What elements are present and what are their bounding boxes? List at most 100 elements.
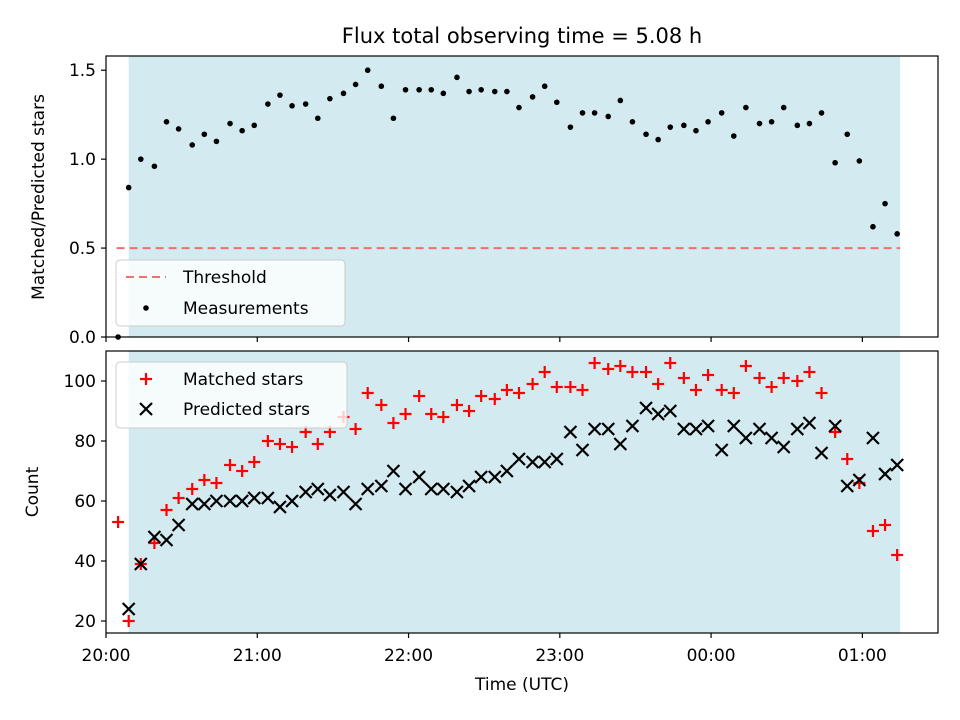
legend-predicted-label: Predicted stars — [183, 400, 310, 420]
predicted-stars-point — [450, 485, 464, 499]
predicted-stars-point — [247, 491, 262, 505]
predicted-stars-point — [790, 422, 805, 436]
matched-stars-point — [866, 525, 879, 537]
predicted-stars-point — [474, 470, 488, 484]
measurement-point — [870, 223, 876, 230]
measurement-point — [655, 136, 661, 143]
measurement-point — [314, 115, 321, 122]
matched-stars-point — [450, 399, 463, 411]
measurement-point — [856, 158, 863, 164]
predicted-stars-point — [436, 482, 451, 496]
matched-stars-point — [186, 483, 199, 495]
matched-stars-point — [475, 390, 488, 402]
matched-stars-point — [349, 423, 362, 435]
predicted-stars-point — [663, 404, 678, 418]
measurement-point — [227, 120, 233, 127]
matched-stars-point — [588, 357, 601, 369]
predicted-stars-point — [159, 533, 174, 547]
predicted-stars-point — [185, 497, 200, 511]
measurement-point — [629, 119, 636, 125]
matched-stars-point — [160, 504, 173, 516]
predicted-stars-point — [412, 470, 426, 484]
legend-matched-swatch — [140, 373, 152, 385]
matched-stars-point — [236, 465, 249, 477]
count-legend: Matched stars Predicted stars — [115, 361, 348, 429]
x-tick-label: 21:00 — [233, 646, 282, 666]
matched-stars-point — [879, 519, 892, 531]
count-y-axis-label: Count — [23, 466, 43, 517]
matched-stars-point — [689, 384, 702, 396]
measurement-point — [239, 127, 245, 134]
measurement-point — [806, 120, 813, 127]
predicted-stars-point — [512, 452, 526, 466]
measurement-point — [882, 200, 888, 207]
predicted-stars-point — [147, 530, 162, 544]
measurement-point — [605, 113, 612, 120]
count-y-tick-label: 80 — [74, 432, 96, 452]
measurement-point — [681, 122, 687, 129]
predicted-stars-point — [677, 422, 691, 436]
predicted-stars-point — [398, 482, 413, 496]
measurement-point — [743, 104, 749, 111]
x-tick-label: 22:00 — [384, 646, 433, 666]
matched-stars-point — [652, 378, 665, 390]
measurement-point — [579, 110, 586, 116]
count-axes-frame — [105, 350, 939, 634]
predicted-stars-point — [360, 482, 375, 496]
measurement-point — [151, 163, 158, 170]
measurement-point — [364, 67, 371, 74]
measurement-point — [277, 92, 283, 98]
ratio-legend: Threshold Measurements — [115, 259, 346, 327]
measurement-point — [428, 86, 435, 93]
measurement-point — [125, 184, 132, 191]
x-axis-label: Time (UTC) — [474, 675, 569, 695]
measurement-point — [818, 110, 825, 116]
measurement-point — [478, 86, 484, 93]
matched-stars-point — [172, 492, 185, 504]
matched-stars-point — [815, 387, 828, 399]
matched-stars-point — [765, 381, 778, 393]
measurement-point — [844, 131, 851, 138]
predicted-stars-point — [487, 470, 502, 484]
predicted-stars-point — [348, 497, 363, 511]
predicted-stars-point — [613, 437, 628, 451]
ratio-axis-ticks: 0.0 0.5 1.0 1.5 — [69, 61, 863, 348]
measurement-point — [265, 101, 271, 107]
count-y-tick-label: 60 — [74, 492, 96, 512]
predicted-stars-point — [651, 407, 665, 421]
measurement-point — [643, 131, 649, 138]
count-y-tick-label: 100 — [64, 372, 96, 392]
measurement-point — [175, 126, 182, 132]
predicted-stars-point — [550, 452, 564, 466]
predicted-stars-point — [311, 482, 325, 496]
predicted-stars-point — [563, 425, 578, 439]
matched-stars-point — [198, 474, 211, 486]
predicted-stars-point — [701, 419, 715, 433]
matched-stars-point — [564, 381, 577, 393]
count-axis-ticks: 20:00 21:00 22:00 23:00 00:00 01:00 20 40 60 80 10… — [64, 372, 887, 666]
matched-stars-point — [829, 426, 842, 438]
predicted-stars-point — [776, 440, 791, 454]
count-panel: 20:00 21:00 22:00 23:00 00:00 01:00 20 40 60 80 10… — [23, 350, 939, 666]
matched-stars-point — [375, 399, 388, 411]
matched-stars-point — [286, 441, 299, 453]
ratio-y-axis-label: Matched/Predicted stars — [29, 94, 49, 300]
matched-stars-point — [602, 363, 615, 375]
predicted-stars-point — [171, 518, 186, 532]
predicted-stars-point — [209, 494, 224, 508]
ratio-legend-box — [115, 259, 346, 327]
ratio-axes-frame — [105, 55, 939, 338]
measurement-point — [832, 159, 838, 166]
predicted-stars-point — [802, 416, 817, 430]
predicted-stars-point — [273, 500, 287, 514]
matched-stars-point — [148, 537, 161, 549]
predicted-stars-point — [235, 494, 249, 508]
measurement-point — [591, 110, 598, 116]
legend-measurements-swatch — [143, 305, 149, 311]
predicted-stars-point — [625, 419, 640, 433]
star-count-points — [112, 357, 904, 627]
x-tick-label: 23:00 — [535, 646, 584, 666]
matched-stars-point — [500, 384, 513, 396]
chart-title: Flux total observing time = 5.08 h — [342, 24, 702, 48]
measurement-point — [667, 124, 674, 130]
